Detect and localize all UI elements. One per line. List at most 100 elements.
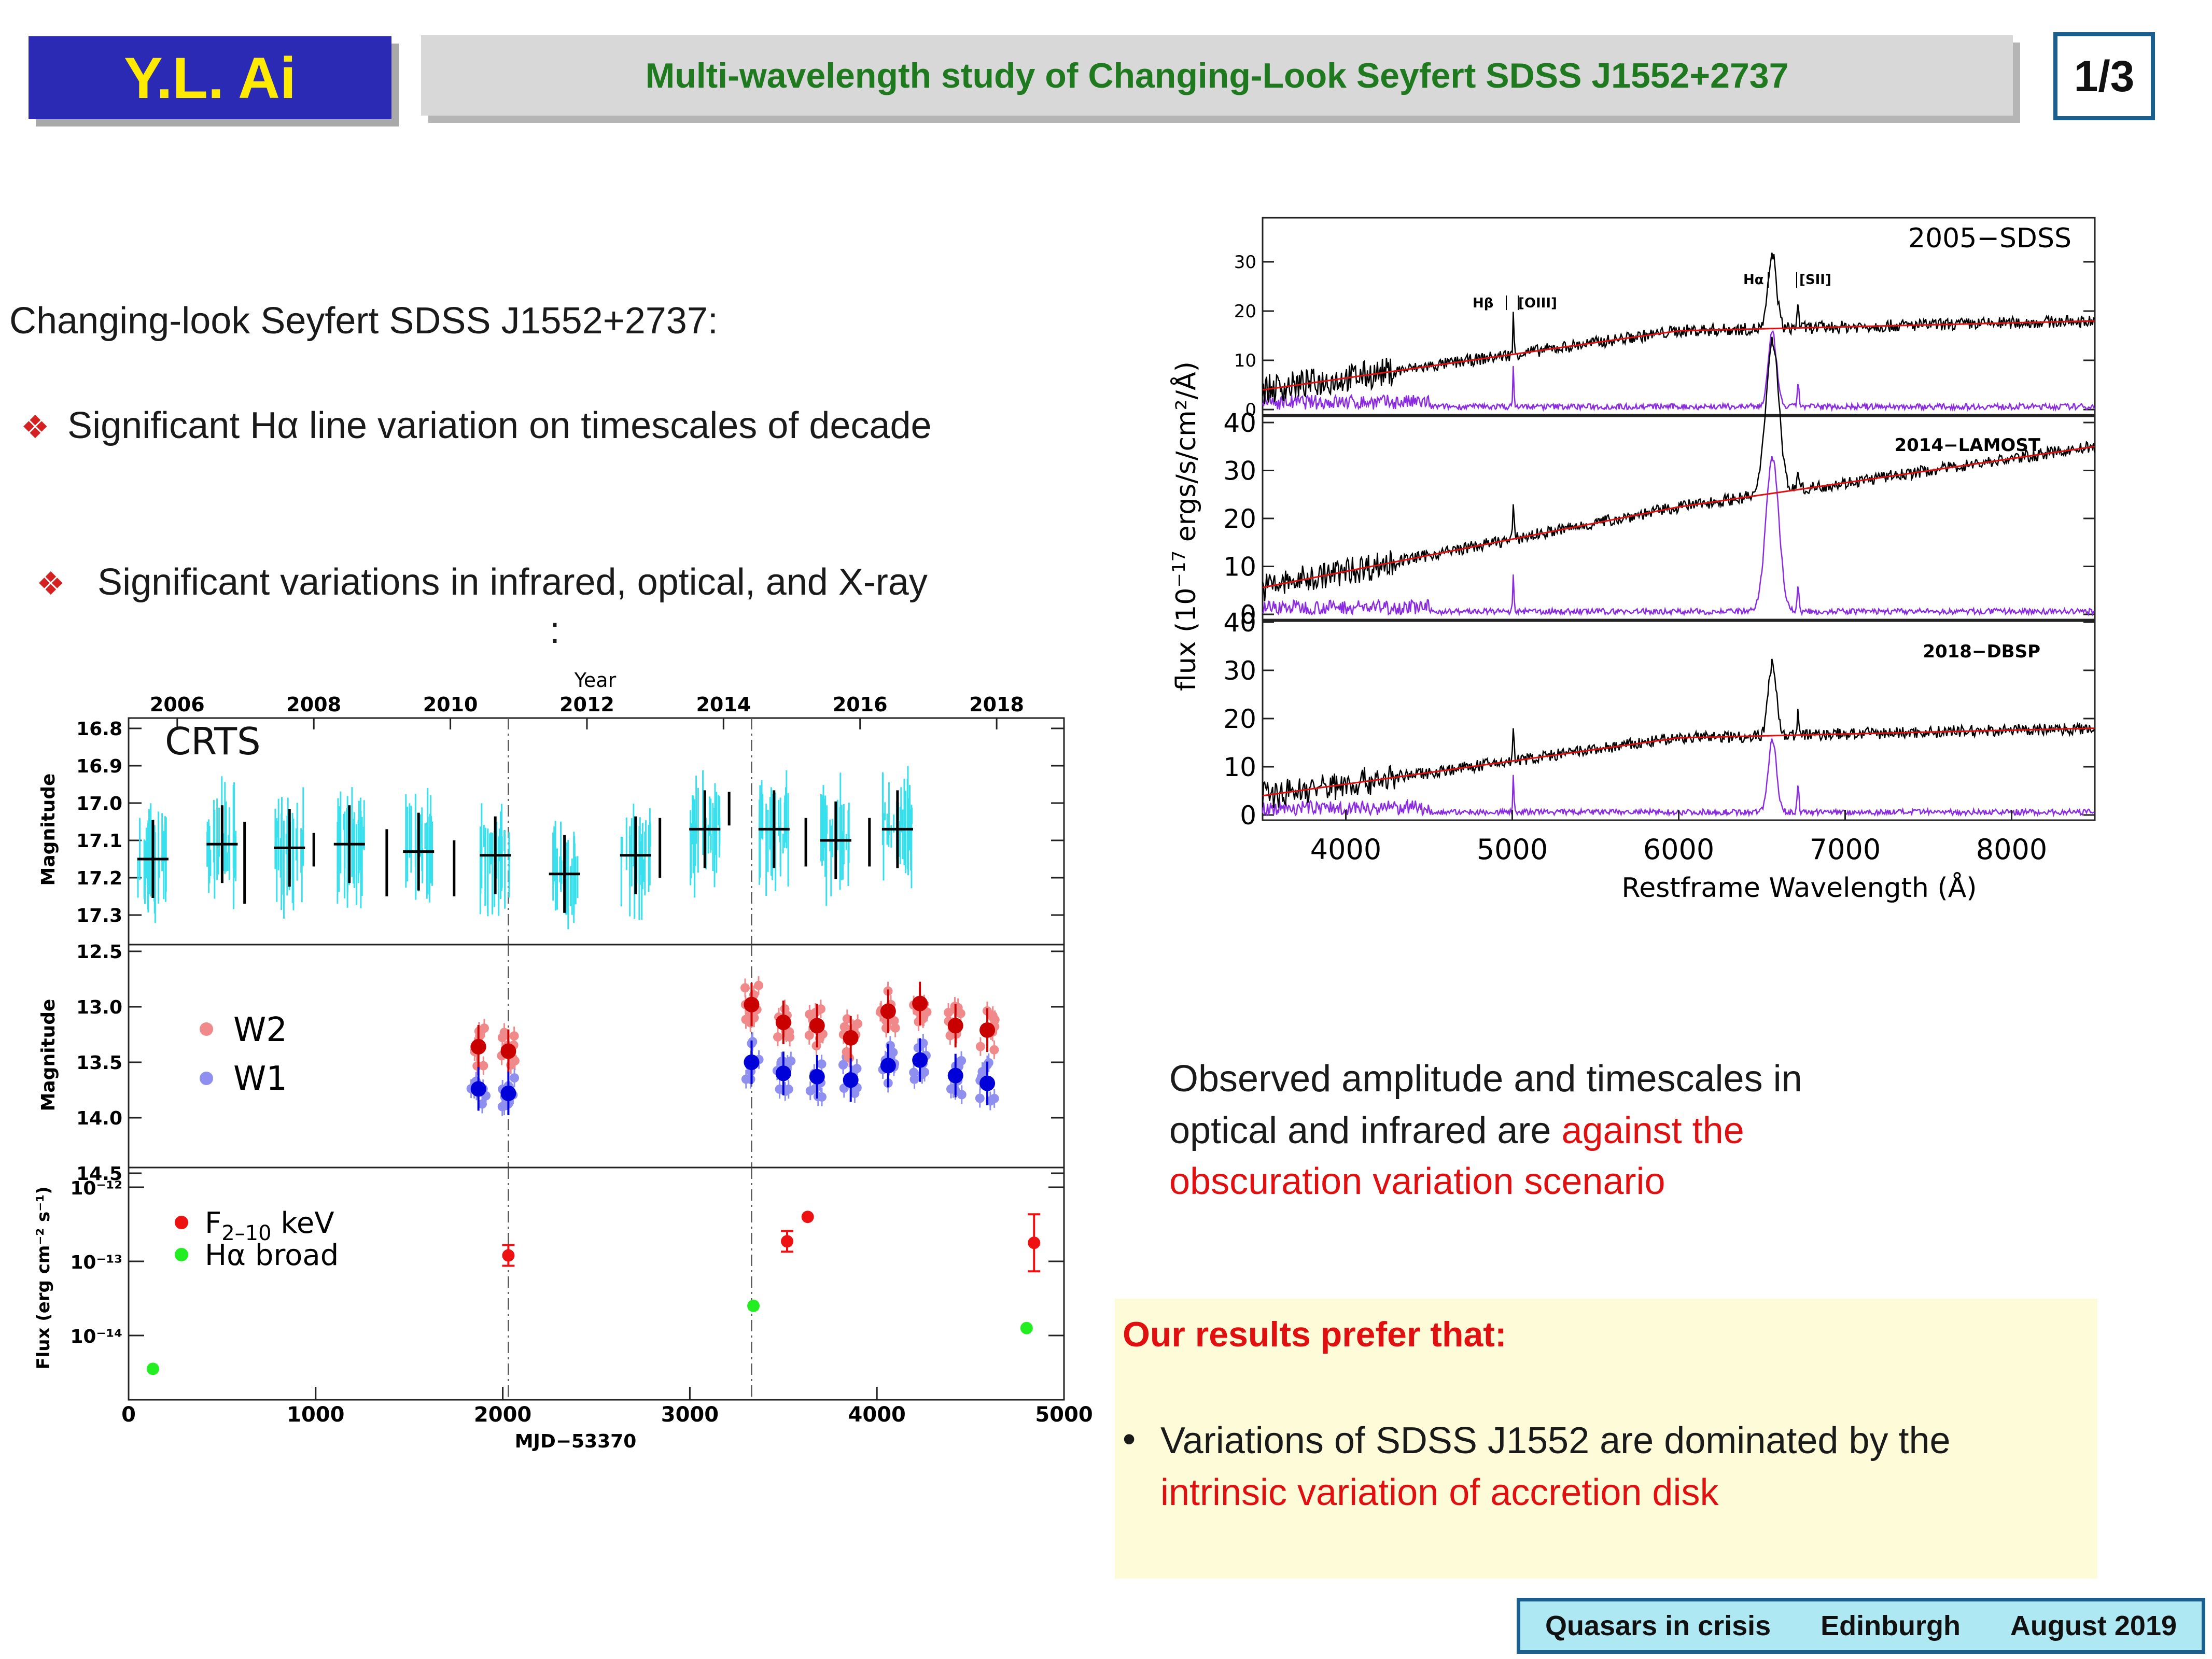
wise-epoch-point <box>975 1042 985 1051</box>
residual-spectrum-line <box>1262 737 2095 818</box>
author-box: Y.L. Ai <box>29 36 391 119</box>
wise-mean-point <box>744 996 760 1013</box>
x-tick-label: 8000 <box>1976 833 2047 866</box>
flux-frame <box>128 1166 1065 1401</box>
wise-epoch-point <box>805 1086 815 1096</box>
residual-spectrum-line <box>1262 330 2095 412</box>
bullet-2: ❖ Significant variations in infrared, op… <box>36 561 928 603</box>
spectra-ylabel: flux (10−17 ergs/s/cm²/Å) <box>1169 361 1202 691</box>
w1-legend-label: W1 <box>233 1060 287 1098</box>
flux-point <box>747 1299 760 1312</box>
spectra-labels: 2005−SDSS 2014−LAMOST 2018−DBSP Hβ [OIII… <box>1169 223 2071 904</box>
y-tick-label: 16.9 <box>76 756 122 777</box>
wise-epoch-point <box>475 1031 485 1041</box>
wise-epoch-point <box>914 1017 923 1027</box>
intro-heading: Changing-look Seyfert SDSS J1552+2737: <box>9 300 718 342</box>
y-tick-label: 30 <box>1223 656 1256 686</box>
wise-epoch-point <box>805 1009 815 1019</box>
crts-ylabel: Magnitude <box>38 774 59 886</box>
conclusion-bullet-line-1: Variations of SDSS J1552 are dominated b… <box>1160 1420 1951 1461</box>
y-tick-label: 10⁻¹⁴ <box>70 1326 122 1347</box>
top-tick-label: 2018 <box>969 693 1024 716</box>
model-continuum-line <box>1262 445 2095 588</box>
y-tick-label: 10⁻¹³ <box>70 1252 122 1273</box>
footer-event: Quasars in crisis <box>1545 1610 1771 1641</box>
wise-mean-point <box>775 1014 791 1030</box>
top-axis-label: Year <box>574 669 617 692</box>
wise-mean-point <box>880 1003 896 1019</box>
wise-mean-point <box>880 1058 896 1074</box>
wise-mean-point <box>809 1068 825 1085</box>
wise-epoch-point <box>740 983 750 993</box>
observation-line-2: optical and infrared are against the <box>1169 1109 1744 1152</box>
wise-epoch-point <box>786 1056 796 1066</box>
bullet-1: ❖ Significant Hα line variation on times… <box>21 404 932 447</box>
wise-epoch-point <box>890 1023 900 1033</box>
wise-epoch-point <box>785 1027 794 1037</box>
wise-epoch-point <box>946 1084 956 1094</box>
crts-label: CRTS <box>165 720 261 763</box>
wise-mean-point <box>744 1055 760 1070</box>
wise-epoch-point <box>989 1045 999 1055</box>
observed-spectrum-line <box>1262 252 2095 404</box>
wise-mean-point <box>947 1018 963 1034</box>
bullet-2-text: Significant variations in infrared, opti… <box>97 561 928 603</box>
y-tick-label: 17.1 <box>76 831 122 852</box>
y-tick-label: 12.5 <box>76 941 122 963</box>
top-tick-label: 2008 <box>286 693 341 716</box>
page-number-label: 1/3 <box>2074 51 2135 101</box>
wise-epoch-point <box>838 1060 848 1070</box>
wise-epoch-point <box>957 1090 967 1100</box>
wise-mean-point <box>912 995 928 1011</box>
wise-mean-point <box>470 1039 486 1055</box>
x-tick-label: 1000 <box>287 1403 344 1427</box>
wise-epoch-point <box>817 1092 827 1102</box>
flux-point <box>1028 1236 1041 1249</box>
bullet-2-colon: : <box>550 610 561 651</box>
observation-line-2-black: optical and infrared are <box>1169 1110 1562 1151</box>
observation-line-2-red: against the <box>1561 1110 1744 1151</box>
w2-legend-marker <box>200 1022 213 1036</box>
y-tick-label: 0 <box>1240 800 1256 831</box>
wise-mean-point <box>912 1052 928 1068</box>
light-curve-labels: Year CRTS Magnitude Magnitude Flux (erg … <box>33 669 636 1452</box>
top-tick-label: 2006 <box>150 693 205 716</box>
y-tick-label: 10 <box>1223 552 1256 582</box>
wise-epoch-point <box>889 1016 899 1025</box>
observed-spectrum-line <box>1262 658 2095 808</box>
y-tick-label: 10⁻¹² <box>70 1178 122 1199</box>
y-tick-label: 10 <box>1234 350 1256 371</box>
top-tick-label: 2016 <box>833 693 888 716</box>
bullet-1-text: Significant Hα line variation on timesca… <box>67 405 932 446</box>
x-tick-label: 0 <box>121 1403 136 1427</box>
wise-ylabel: Magnitude <box>38 999 59 1112</box>
halpha-legend-label: Hα broad <box>205 1239 339 1272</box>
x-tick-label: 2000 <box>474 1403 531 1427</box>
y-tick-label: 16.8 <box>76 719 122 740</box>
conclusion-bullet-dot: • <box>1123 1418 1136 1460</box>
wise-mean-point <box>979 1075 996 1091</box>
flux-ylabel: Flux (erg cm⁻² s⁻¹) <box>33 1186 54 1369</box>
halpha-legend-marker <box>175 1248 188 1261</box>
wise-epoch-point <box>773 1032 783 1042</box>
x-tick-label: 7000 <box>1810 833 1881 866</box>
wise-mean-point <box>843 1030 859 1046</box>
y-tick-label: 13.0 <box>76 997 122 1018</box>
y-tick-label: 14.0 <box>76 1108 122 1129</box>
y-tick-label: 0 <box>1240 600 1256 630</box>
top-tick-label: 2010 <box>423 693 478 716</box>
flux-point <box>781 1235 794 1248</box>
wise-epoch-point <box>477 1099 487 1109</box>
x-tick-label: 3000 <box>661 1403 719 1427</box>
wise-epoch-point <box>783 1084 793 1094</box>
y-tick-label: 40 <box>1223 608 1256 638</box>
conclusion-bullet-line-2: intrinsic variation of accretion disk <box>1160 1472 1719 1513</box>
flux-panel: 10⁻¹² 10⁻¹³ 10⁻¹⁴ 0 1000 2000 3000 4000 5000 <box>70 1166 1093 1427</box>
y-tick-label: 17.3 <box>76 905 122 926</box>
x-tick-label: 6000 <box>1643 833 1714 866</box>
top-tick-label: 2012 <box>559 693 614 716</box>
w2-legend-label: W2 <box>233 1011 287 1049</box>
wise-mean-point <box>979 1022 996 1038</box>
